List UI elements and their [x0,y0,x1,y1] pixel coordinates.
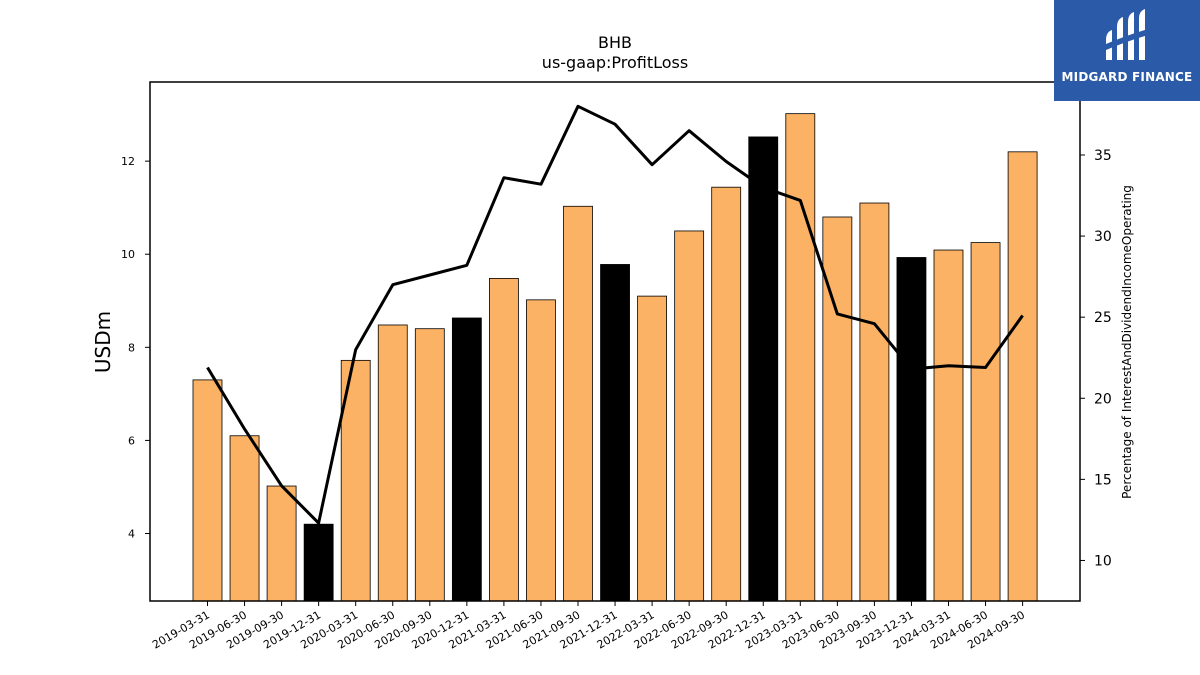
bar-2022-03-31 [637,295,667,602]
bar-2019-12-31 [303,523,334,602]
y-tick-label: 10 [121,248,135,261]
logo-mark-icon [1106,9,1145,60]
bar-2024-09-30 [1007,151,1038,602]
bar-2021-12-31 [600,264,630,602]
brand-logo: MIDGARD FINANCE [1054,0,1200,101]
chart-title: BHB [598,33,632,52]
y-tick-label: 8 [128,341,135,354]
y2-tick-label: 30 [1094,229,1112,245]
bar-2019-03-31 [192,379,223,602]
bar-2022-09-30 [711,186,742,602]
bar-2024-06-30 [970,242,1001,602]
bar-2023-12-31 [896,257,927,602]
x-axis-ticks: 2019-03-312019-06-302019-09-302019-12-31… [150,601,1027,652]
bars-group [192,113,1038,602]
bar-2019-09-30 [266,485,297,602]
y-axis-ticks: 4 6 8 10 12 [121,155,150,541]
bar-2023-03-31 [785,113,816,602]
bar-2022-12-31 [748,136,779,602]
y-tick-label: 6 [128,434,135,447]
y2-tick-label: 25 [1094,310,1112,326]
bar-2023-09-30 [859,202,890,602]
y2-axis-ticks: 10 15 20 25 30 35 [1080,148,1112,569]
y-axis-label: USDm [91,311,115,373]
bar-2020-09-30 [414,328,445,602]
y2-tick-label: 20 [1094,391,1112,407]
y2-tick-label: 35 [1094,148,1112,164]
bar-2024-03-31 [933,249,964,602]
bar-2021-09-30 [563,205,593,602]
y-tick-label: 4 [128,528,135,541]
bar-2020-06-30 [377,324,408,602]
chart-subtitle: us-gaap:ProfitLoss [542,53,688,72]
bar-2021-06-30 [526,299,556,602]
bar-2019-06-30 [229,435,260,602]
bar-2021-03-31 [488,278,519,602]
bar-2020-12-31 [451,317,482,602]
logo-text: MIDGARD FINANCE [1061,70,1193,84]
bar-2022-06-30 [674,230,705,602]
y-tick-label: 12 [121,155,135,168]
y2-tick-label: 15 [1094,472,1112,488]
y2-tick-label: 10 [1094,553,1112,569]
y2-axis-label: Percentage of InterestAndDividendIncomeO… [1120,185,1134,499]
bar-2023-06-30 [822,216,853,602]
line-group [206,104,1024,525]
